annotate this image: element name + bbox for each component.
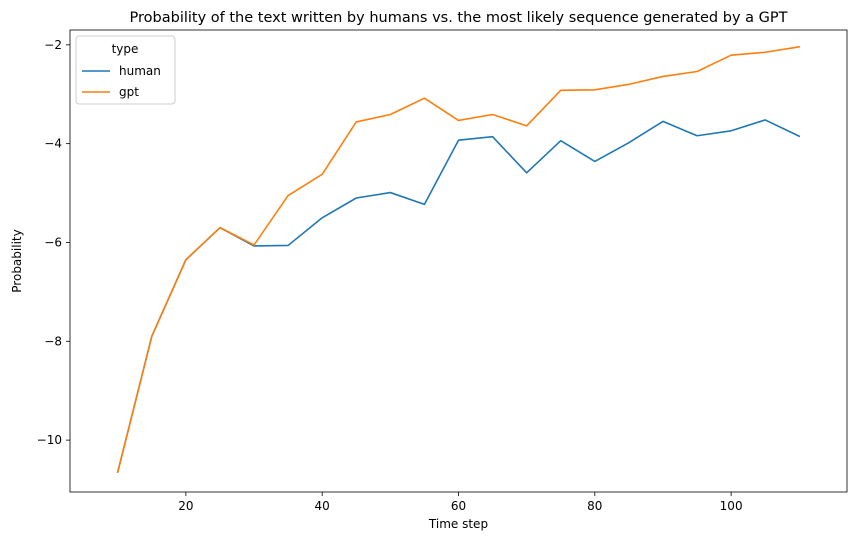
x-axis: 20 40 60 80 100 — [178, 492, 743, 513]
legend-box — [75, 35, 176, 105]
legend-entries: human gpt — [82, 64, 161, 99]
data-point-gpt — [287, 195, 289, 197]
legend-label-human: human — [119, 64, 161, 78]
data-point-gpt — [151, 335, 153, 337]
data-point-gpt — [458, 120, 460, 122]
data-point-human — [730, 130, 732, 132]
data-point-gpt — [355, 121, 357, 123]
legend-label-gpt: gpt — [119, 85, 139, 99]
data-point-gpt — [253, 244, 255, 246]
data-point-human — [526, 172, 528, 174]
data-point-gpt — [594, 89, 596, 91]
data-point-gpt — [492, 114, 494, 116]
data-point-gpt — [219, 227, 221, 229]
chart-title: Probability of the text written by human… — [130, 10, 788, 26]
y-tick-label: −8 — [44, 334, 62, 348]
x-axis-title: Time step — [428, 517, 488, 531]
data-point-human — [321, 217, 323, 219]
data-point-gpt — [696, 71, 698, 73]
series-layer — [116, 45, 801, 474]
x-tick-label: 60 — [451, 499, 466, 513]
data-point-human — [424, 204, 426, 206]
x-tick-label: 20 — [178, 499, 193, 513]
data-point-human — [389, 192, 391, 194]
data-point-gpt — [798, 46, 800, 48]
series-line-gpt — [116, 45, 801, 474]
data-point-human — [560, 140, 562, 142]
y-tick-label: −10 — [37, 433, 62, 447]
data-point-human — [492, 136, 494, 138]
data-point-human — [287, 245, 289, 247]
data-point-gpt — [628, 83, 630, 85]
y-axis: −10 −8 −6 −4 −2 — [37, 38, 70, 447]
data-point-gpt — [389, 114, 391, 116]
data-point-human — [696, 135, 698, 137]
x-tick-label: 80 — [587, 499, 602, 513]
data-point-human — [662, 121, 664, 123]
legend: type human gpt — [75, 35, 176, 105]
data-point-gpt — [662, 76, 664, 78]
data-point-human — [764, 119, 766, 121]
data-point-human — [594, 161, 596, 163]
x-tick-label: 100 — [720, 499, 743, 513]
data-point-human — [458, 139, 460, 141]
legend-title: type — [112, 42, 139, 56]
data-point-human — [798, 135, 800, 137]
y-tick-label: −6 — [44, 235, 62, 249]
data-point-gpt — [424, 97, 426, 99]
data-point-gpt — [526, 125, 528, 127]
data-point-gpt — [730, 54, 732, 56]
y-axis-title: Probability — [10, 229, 24, 292]
y-tick-label: −2 — [44, 38, 62, 52]
y-tick-label: −4 — [44, 137, 62, 151]
data-point-gpt — [764, 51, 766, 53]
data-point-human — [355, 197, 357, 199]
x-tick-label: 40 — [315, 499, 330, 513]
data-point-gpt — [117, 471, 119, 473]
data-point-gpt — [321, 173, 323, 175]
data-point-gpt — [560, 89, 562, 91]
data-point-gpt — [185, 259, 187, 261]
data-point-human — [628, 142, 630, 144]
